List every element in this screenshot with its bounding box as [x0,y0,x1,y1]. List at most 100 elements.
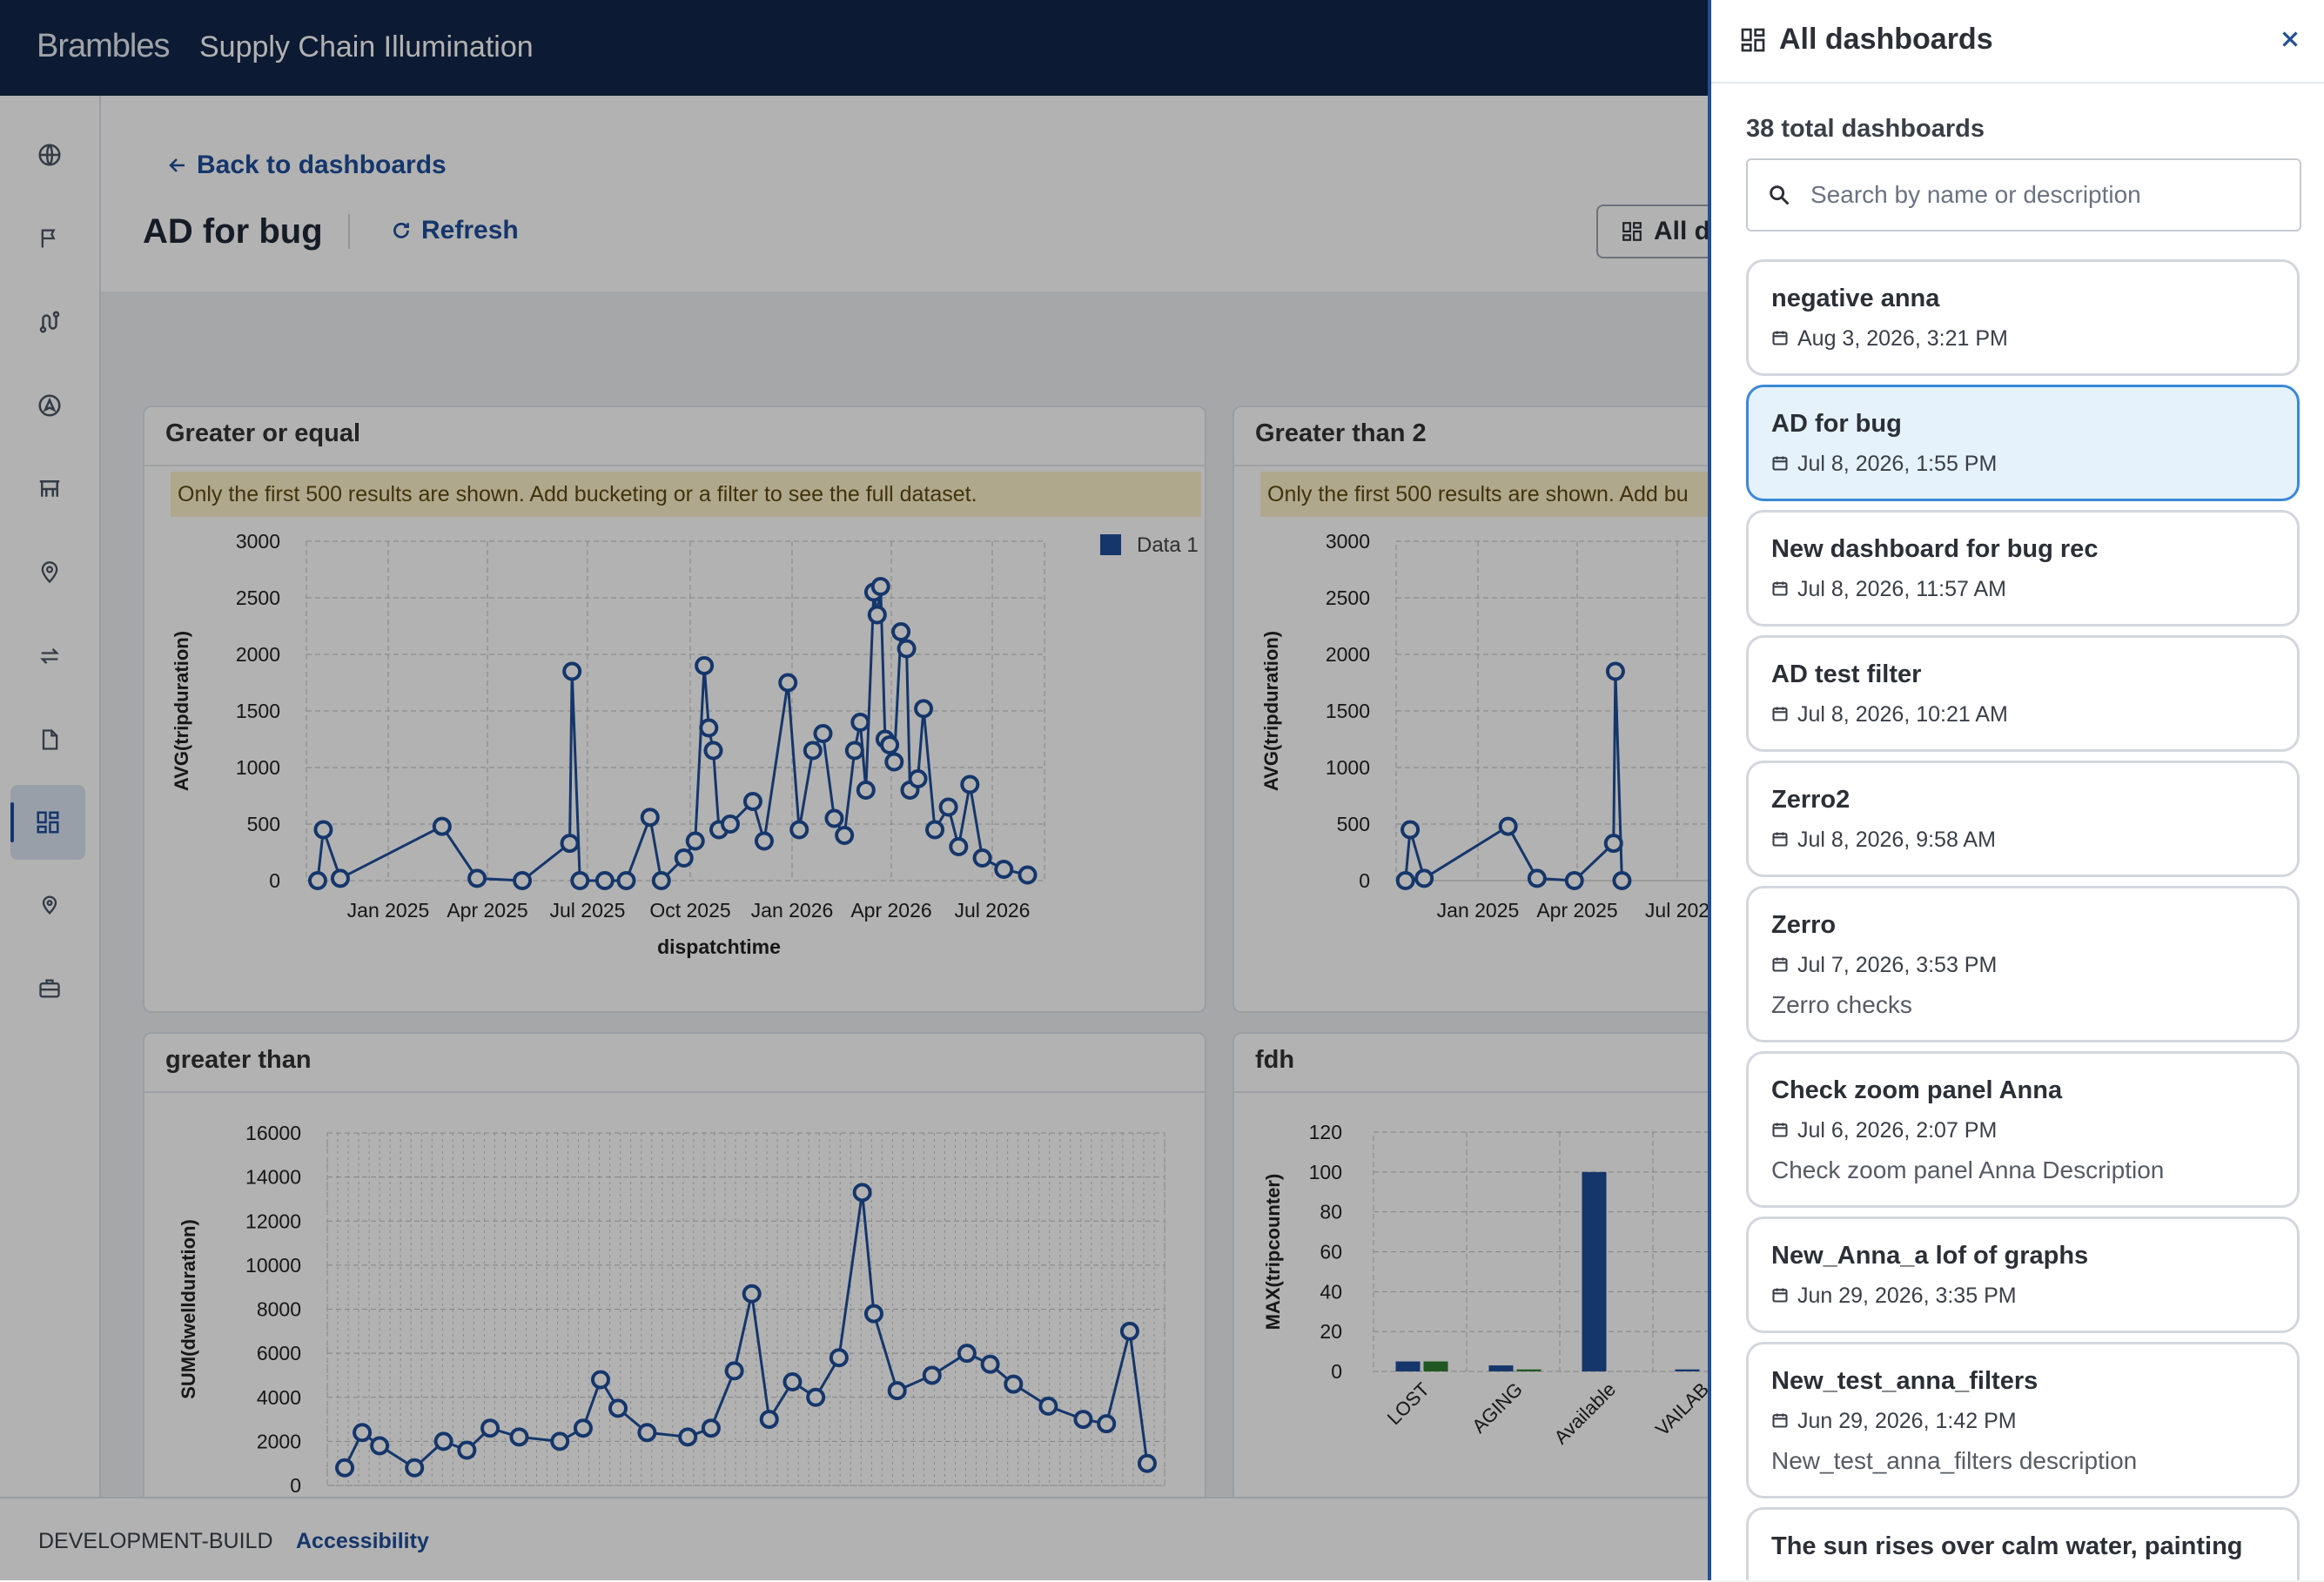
y-tick-label: 1500 [1326,700,1370,722]
data-point [870,577,890,596]
arrow-left-icon [169,158,185,172]
sidebar-dashboard-icon[interactable] [10,785,85,860]
sidebar-warehouse-icon[interactable] [29,468,71,510]
calendar-icon [1772,957,1788,972]
data-point [616,871,636,890]
data-point [778,673,798,693]
calendar-icon [1772,707,1788,721]
data-point [1073,1410,1093,1430]
data-point [608,1398,628,1418]
data-point [695,656,715,675]
bar [1488,1365,1514,1371]
data-point [949,837,969,856]
y-tick-label: 1000 [1326,756,1370,779]
sidebar-navigation-icon[interactable] [29,385,71,426]
data-point [307,871,327,890]
modal-backdrop[interactable] [0,0,1708,1580]
data-point [330,868,350,888]
panel-title: greater than [165,1046,312,1074]
y-tick-label: 8000 [257,1298,301,1321]
data-point [852,1183,872,1203]
dashboard-count: 38 total dashboards [1746,115,1985,143]
sidebar-transfer-icon[interactable] [29,635,71,677]
data-point [824,808,844,828]
accessibility-link[interactable]: Accessibility [296,1529,429,1553]
sidebar-document-icon[interactable] [29,719,71,761]
x-tick-label: Apr 2025 [447,899,527,922]
data-point [1612,871,1632,890]
data-point [806,1387,826,1407]
search-input[interactable]: Search by name or description [1746,158,2301,231]
dashboard-card-title: Zerro2 [1771,786,1850,814]
dashboard-card[interactable]: New_test_anna_filters Jun 29, 2026, 1:42 … [1746,1342,2300,1498]
sidebar-globe-icon[interactable] [29,134,71,176]
data-point [335,1458,355,1478]
data-point [560,834,580,854]
panel-title: fdh [1255,1046,1295,1074]
x-tick-label: Jan 2025 [1437,899,1520,922]
data-point [1119,1321,1139,1341]
data-point [703,741,723,761]
sidebar-location-pin-icon[interactable] [29,552,71,593]
dashboard-card[interactable]: AD test filter Jul 8, 2026, 10:21 AM [1746,635,2300,752]
dashboard-card-date: Jul 8, 2026, 9:58 AM [1797,828,1996,852]
data-point [897,639,917,659]
data-point [960,774,980,794]
calendar-icon [1772,1413,1788,1428]
dashboard-card[interactable]: Zerro Jul 7, 2026, 3:53 PM Zerro checks [1746,886,2300,1042]
footer: DEVELOPMENT-BUILD Accessibility [0,1497,1708,1582]
dashboard-card[interactable]: Zerro2 Jul 8, 2026, 9:58 AM [1746,761,2300,877]
data-point [1498,816,1518,836]
x-tick-label: Jan 2026 [751,899,834,922]
sidebar-briefcase-icon[interactable] [29,968,71,1009]
data-point [887,1381,907,1401]
y-axis-label: AVG(tripduration) [1260,631,1282,791]
dashboard-card[interactable]: The sun rises over calm water, painting [1746,1507,2300,1580]
data-point [742,1284,762,1304]
y-tick-label: 10000 [245,1254,301,1277]
data-point [972,848,992,868]
close-icon[interactable] [2277,26,2303,52]
data-point [674,848,694,868]
search-placeholder: Search by name or description [1810,181,2141,208]
data-point [1097,1414,1117,1434]
y-tick-label: 2500 [1326,587,1370,609]
brand-logo[interactable]: Brambles [37,28,170,64]
data-point [803,741,823,761]
chart-greater-or-equal[interactable]: 0 500 1000 1500 2000 2500 3000 Jan 2025 Apr 2025… [144,520,1203,1008]
dashboard-card-date: Jun 29, 2026, 3:35 PM [1797,1284,2017,1308]
calendar-icon [1772,581,1788,596]
all-dashboards-drawer: All dashboards 38 total dashboards Searc… [1708,0,2324,1580]
data-point [550,1431,570,1451]
back-to-dashboards-link[interactable]: Back to dashboards [167,151,447,180]
data-point [908,769,928,788]
legend-swatch [1100,534,1121,555]
dashboard-card[interactable]: Check zoom panel Anna Jul 6, 2026, 2:07 P… [1746,1051,2300,1208]
refresh-button[interactable]: Refresh [390,216,519,245]
data-point [573,1418,593,1438]
chart-greater-than[interactable]: 0 2000 4000 6000 8000 10000 12000 14000 16000 SUM… [144,1093,1203,1519]
data-point [509,1427,529,1447]
chart-greater-than-2[interactable]: 0 500 1000 1500 2000 2500 3000 Jan 2025 Apr 2025… [1234,520,1722,1008]
bar [1423,1361,1448,1371]
x-axis-label: dispatchtime [657,935,781,958]
back-label: Back to dashboards [197,151,447,179]
sidebar-flag-icon[interactable] [29,218,71,259]
dashboard-card[interactable]: New_Anna_a lof of graphs Jun 29, 2026, 3:… [1746,1217,2300,1333]
data-point [353,1423,373,1443]
dashboard-card[interactable]: negative anna Aug 3, 2026, 3:21 PM [1746,259,2300,376]
dashboard-card-date: Jul 8, 2026, 11:57 AM [1797,577,2006,601]
sidebar [0,96,101,1497]
dashboard-card[interactable]: AD for bug Jul 8, 2026, 1:55 PM [1746,385,2300,501]
data-point [1395,871,1415,890]
data-point [432,816,452,836]
y-tick-label: 500 [1337,813,1370,835]
sidebar-map-pin-icon[interactable] [29,884,71,926]
dashboard-card[interactable]: New dashboard for bug rec Jul 8, 2026, 11… [1746,510,2300,627]
panel-title: Greater or equal [165,419,361,447]
data-point [480,1418,500,1438]
data-point [594,871,615,890]
calendar-icon [1772,1123,1788,1137]
sidebar-route-icon[interactable] [29,301,71,343]
